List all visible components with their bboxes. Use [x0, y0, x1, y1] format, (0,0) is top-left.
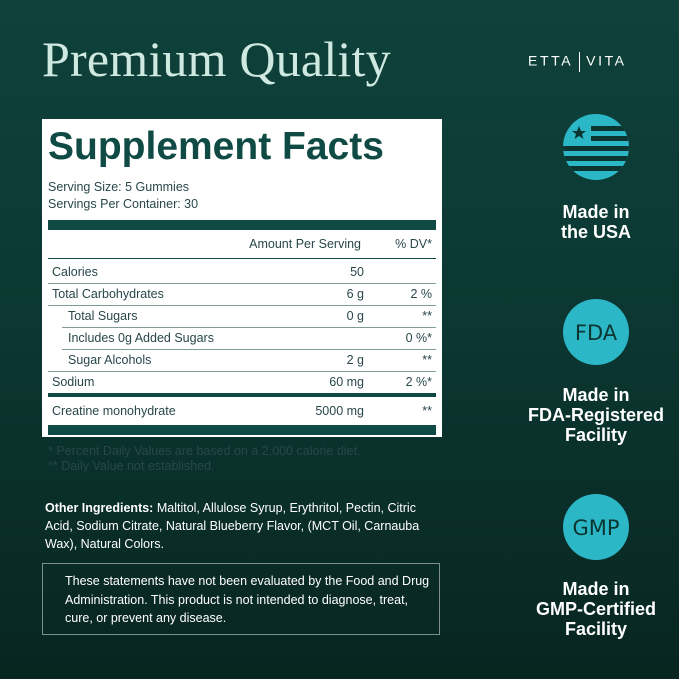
badge-line: Facility	[564, 619, 628, 639]
badge-line: Made in	[562, 579, 630, 599]
fda-icon: FDA	[563, 299, 629, 365]
badge-label: Made in FDA-Registered Facility	[496, 385, 679, 445]
cell-amount: 6 g	[346, 287, 364, 301]
facts-title: Supplement Facts	[48, 125, 384, 168]
cell-dv: 2 %	[410, 287, 432, 301]
rule	[48, 283, 436, 284]
column-label: % DV*	[395, 237, 432, 251]
ingredients-text: Maltitol, Allulose Syrup, Erythritol, Pe…	[45, 501, 420, 551]
column-header: Amount Per Serving % DV*	[48, 233, 436, 255]
thick-bar	[48, 425, 436, 435]
badge-line: GMP-Certified	[535, 599, 656, 619]
gmp-icon: GMP	[563, 494, 629, 560]
column-label: Amount Per Serving	[249, 237, 361, 251]
cell-name: Creatine monohydrate	[52, 404, 176, 418]
cell-amount: 2 g	[346, 353, 364, 367]
badge-line: Made in	[562, 202, 630, 222]
cell-dv: 0 %*	[405, 331, 432, 345]
rule	[62, 349, 436, 350]
cell-name: Sodium	[52, 375, 95, 389]
cell-name: Includes 0g Added Sugars	[68, 331, 214, 345]
badge-label: Made in the USA	[496, 202, 679, 242]
facts-row: Includes 0g Added Sugars 0 %*	[48, 327, 436, 349]
facts-row: Total Carbohydrates 6 g 2 %	[48, 283, 436, 305]
cell-name: Total Sugars	[68, 309, 138, 323]
rule	[62, 327, 436, 328]
icon-text: FDA	[575, 321, 618, 345]
badge-line: Facility	[564, 425, 628, 445]
rule	[48, 371, 436, 372]
cell-dv: **	[422, 353, 432, 367]
footnote: ** Daily Value not established.	[48, 459, 215, 473]
cell-amount: 5000 mg	[315, 404, 364, 418]
disclaimer: These statements have not been evaluated…	[65, 574, 430, 625]
brand-logo: ETTA VITA	[528, 52, 627, 72]
cell-name: Calories	[52, 265, 98, 279]
cell-amount: 0 g	[346, 309, 364, 323]
icon-text: GMP	[572, 516, 619, 540]
cell-amount: 60 mg	[329, 375, 364, 389]
facts-row: Sugar Alcohols 2 g **	[48, 349, 436, 371]
page-title: Premium Quality	[42, 31, 391, 87]
cell-dv: **	[422, 309, 432, 323]
badge-label: Made in GMP-Certified Facility	[496, 579, 679, 639]
ingredients-label: Other Ingredients:	[45, 501, 154, 515]
facts-row: Total Sugars 0 g **	[48, 305, 436, 327]
cell-name: Total Carbohydrates	[52, 287, 164, 301]
usa-flag-icon	[563, 114, 629, 180]
other-ingredients: Other Ingredients: Maltitol, Allulose Sy…	[45, 499, 445, 553]
cell-amount: 50	[350, 265, 364, 279]
badge-line: FDA-Registered	[527, 405, 665, 425]
rule	[48, 258, 436, 259]
facts-row: Sodium 60 mg 2 %*	[48, 371, 436, 393]
facts-row: Calories 50	[48, 261, 436, 283]
servings-per-container: Servings Per Container: 30	[48, 197, 199, 211]
serving-size: Serving Size: 5 Gummies	[48, 180, 190, 194]
cell-dv: 2 %*	[405, 375, 432, 389]
rule	[48, 393, 436, 397]
disclaimer-box: These statements have not been evaluated…	[42, 563, 440, 635]
brand-part: ETTA	[528, 52, 574, 69]
rule	[48, 305, 436, 306]
footnote: * Percent Daily Values are based on a 2,…	[48, 444, 361, 458]
thick-bar	[48, 220, 436, 230]
cell-dv: **	[422, 404, 432, 418]
cell-name: Sugar Alcohols	[68, 353, 152, 367]
badge-line: the USA	[560, 222, 631, 242]
facts-row: Creatine monohydrate 5000 mg **	[48, 400, 436, 422]
facts-panel: Supplement Facts Serving Size: 5 Gummies…	[42, 119, 442, 473]
brand-part: VITA	[586, 52, 627, 69]
badge-line: Made in	[562, 385, 630, 405]
